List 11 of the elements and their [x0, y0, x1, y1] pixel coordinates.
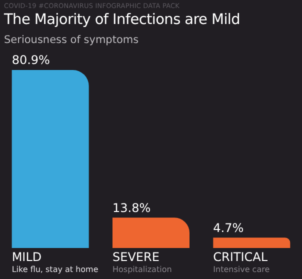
x-tick-label: SEVERE	[112, 250, 160, 264]
text: Like flu, stay at home	[12, 265, 98, 274]
chart-subtitle: Seriousness of symptoms	[4, 34, 139, 46]
data-label: 4.7%	[213, 220, 244, 235]
text: Hospitalization	[112, 265, 172, 274]
chart-title: The Majority of Infections are Mild	[4, 12, 240, 28]
data-label: 13.8%	[112, 200, 151, 215]
x-tick-label: MILD	[12, 250, 42, 264]
x-tick-label: CRITICAL	[213, 250, 268, 264]
data-label: 80.9%	[12, 53, 50, 68]
text: Intensive care	[213, 265, 270, 274]
